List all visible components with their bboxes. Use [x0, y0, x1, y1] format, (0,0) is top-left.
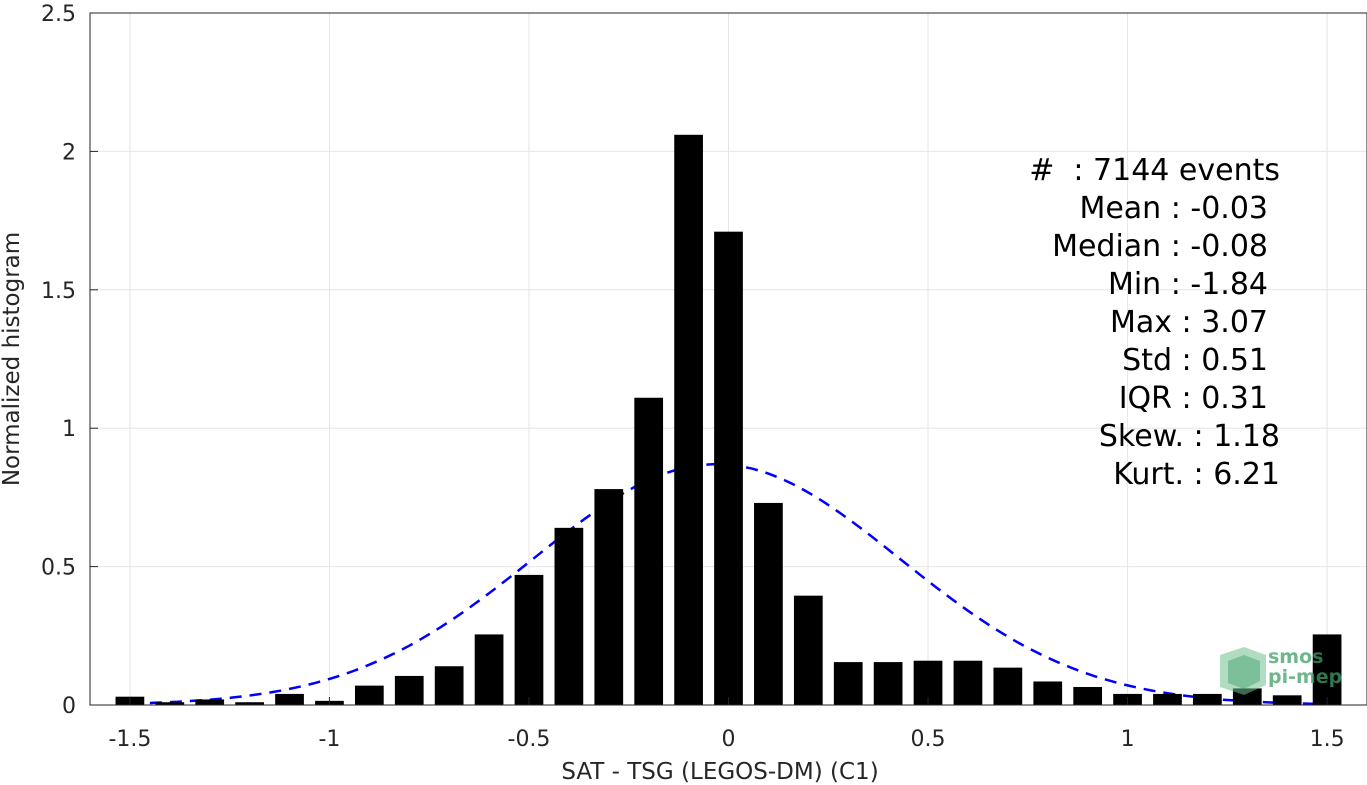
- histogram-bar: [873, 662, 903, 705]
- histogram-bar: [275, 693, 304, 705]
- histogram-bar: [554, 527, 584, 705]
- y-axis-ticks: 0 0.5 1 1.5 2 2.5: [41, 2, 98, 719]
- stat-max: Max : 3.07: [1110, 305, 1268, 340]
- y-tick-label: 1.5: [41, 279, 76, 304]
- histogram-bar: [235, 702, 264, 705]
- histogram-bar: [1193, 693, 1222, 705]
- stat-skew: Skew. : 1.18: [1098, 419, 1280, 454]
- stat-mean: Mean : -0.03: [1079, 191, 1268, 226]
- x-tick-label: 1.5: [1310, 727, 1345, 752]
- x-tick-label: 0: [722, 727, 736, 752]
- histogram-bar: [1272, 695, 1302, 705]
- histogram-bar: [754, 502, 783, 705]
- histogram-bar: [1153, 693, 1182, 705]
- histogram-bar: [634, 397, 664, 705]
- x-tick-label: 0.5: [911, 727, 946, 752]
- stat-std: Std : 0.51: [1122, 343, 1268, 378]
- bars: [115, 134, 1342, 706]
- y-axis-label: Normalized histogram: [0, 232, 25, 486]
- histogram-bar: [1073, 687, 1103, 705]
- histogram-bar: [674, 134, 703, 706]
- x-tick-label: 1: [1121, 727, 1135, 752]
- logo-icon: [1220, 647, 1266, 695]
- histogram-bar: [434, 666, 464, 705]
- y-tick-label: 0.5: [41, 556, 76, 581]
- histogram-bar: [474, 634, 504, 705]
- histogram-bar: [953, 660, 983, 705]
- x-tick-label: -0.5: [508, 727, 551, 752]
- x-axis-ticks: -1.5 -1 -0.5 0 0.5 1 1.5: [108, 697, 1345, 752]
- logo-text: smos pi-mep: [1268, 646, 1343, 688]
- histogram-bar: [594, 489, 624, 705]
- x-tick-label: -1: [318, 727, 340, 752]
- stat-median: Median : -0.08: [1052, 229, 1268, 264]
- stat-kurt: Kurt. : 6.21: [1113, 457, 1280, 492]
- histogram-bar: [1033, 681, 1063, 705]
- statistics-annotation: # : 7144 events Mean : -0.03 Median : -0…: [990, 152, 1280, 494]
- stat-min: Min : -1.84: [1107, 267, 1268, 302]
- x-axis-label: SAT - TSG (LEGOS-DM) (C1): [561, 759, 878, 785]
- stat-events: # : 7144 events: [1029, 153, 1280, 188]
- histogram-bar: [155, 702, 185, 705]
- stat-iqr: IQR : 0.31: [1118, 381, 1268, 416]
- y-tick-label: 0: [62, 694, 76, 719]
- y-tick-label: 2: [62, 140, 76, 165]
- histogram-bar: [714, 231, 743, 705]
- histogram-bar: [1312, 634, 1342, 705]
- y-tick-label: 1: [62, 417, 76, 442]
- histogram-bar: [394, 675, 424, 705]
- x-tick-label: -1.5: [108, 727, 151, 752]
- histogram-bar: [993, 667, 1023, 705]
- histogram-bar: [793, 595, 823, 705]
- histogram-bar: [354, 685, 384, 705]
- histogram-bar: [833, 662, 863, 705]
- histogram-bar: [195, 699, 225, 705]
- histogram-bar: [514, 574, 544, 705]
- y-tick-label: 2.5: [41, 2, 76, 27]
- smos-pi-mep-logo: smos pi-mep: [1214, 645, 1354, 697]
